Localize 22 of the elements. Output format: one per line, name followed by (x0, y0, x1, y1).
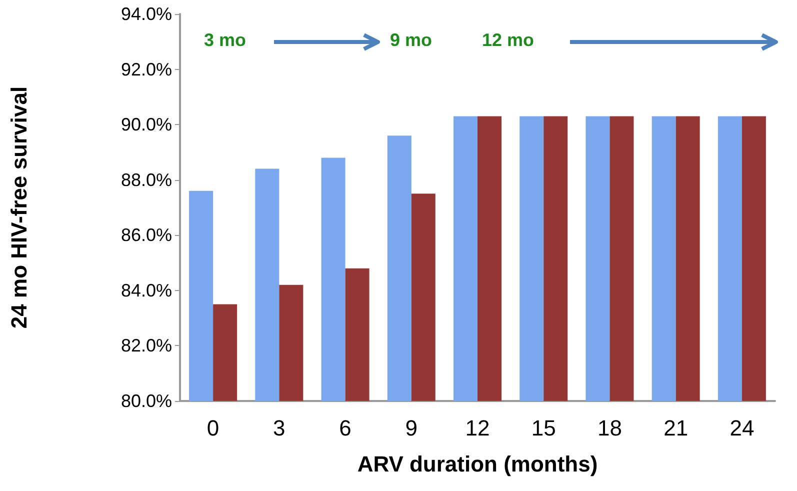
x-tick-label: 12 (465, 416, 490, 440)
y-tick-label: 82.0% (120, 336, 172, 356)
x-tick-label: 24 (730, 416, 754, 440)
annotation: 9 mo (390, 30, 432, 50)
y-tick-label: 90.0% (120, 114, 172, 135)
x-tick-label: 15 (531, 416, 556, 440)
y-tick-label: 80.0% (120, 391, 172, 411)
y-tick-label: 92.0% (120, 59, 172, 80)
annotation: 12 mo (482, 30, 534, 50)
x-axis-title: ARV duration (months) (357, 452, 598, 476)
x-tick-label: 18 (597, 416, 622, 440)
x-tick-label: 3 (273, 416, 286, 440)
y-tick-label: 86.0% (120, 225, 172, 246)
x-tick-label: 6 (339, 416, 352, 440)
x-tick-label: 9 (405, 416, 418, 440)
x-tick-label: 0 (206, 416, 220, 440)
y-tick-label: 84.0% (120, 280, 172, 300)
x-tick-label: 21 (664, 416, 688, 440)
y-axis-title: 24 mo HIV-free survival (6, 86, 32, 329)
annotation: 3 mo (204, 30, 246, 50)
y-tick-label: 94.0% (120, 4, 172, 24)
y-tick-label: 88.0% (120, 170, 172, 190)
